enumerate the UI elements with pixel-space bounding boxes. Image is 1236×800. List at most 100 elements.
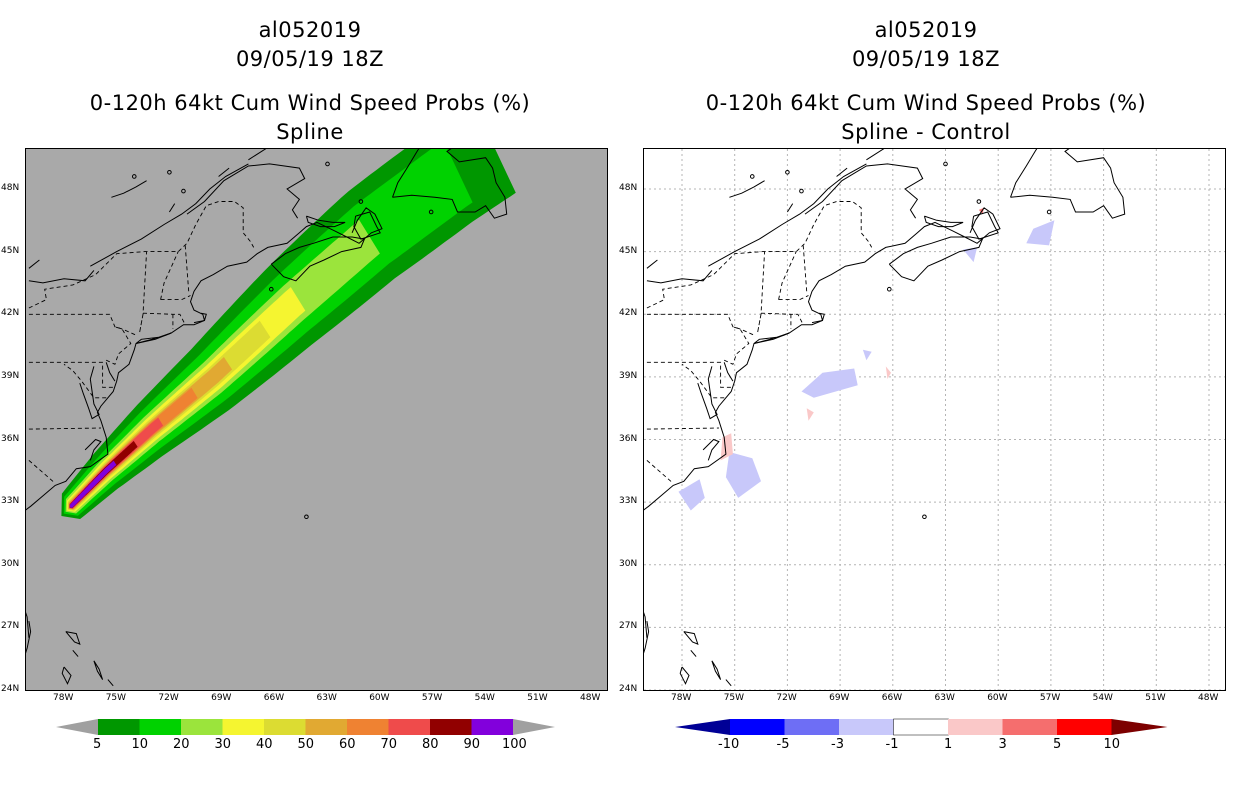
colorbar-high-arrow xyxy=(513,719,555,735)
colorbar-low-arrow xyxy=(675,719,730,735)
colorbar-swatch xyxy=(98,719,140,735)
lon-tick-label: 54W xyxy=(474,693,495,703)
colorbar-label: 50 xyxy=(297,737,315,752)
colorbar-swatch xyxy=(839,719,894,735)
lon-tick-label: 63W xyxy=(934,693,955,703)
colorbar-swatch xyxy=(430,719,472,735)
st-lawrence-river xyxy=(90,163,249,267)
colorbar-label: 90 xyxy=(463,737,481,752)
map-outlines xyxy=(26,149,508,687)
swath-level-90 xyxy=(69,460,117,508)
lat-tick-label: 42N xyxy=(619,308,638,319)
diff-blob xyxy=(806,408,814,421)
st-lawrence-river xyxy=(708,163,867,267)
lat-tick-label: 27N xyxy=(1,621,20,632)
lat-tick-label: 48N xyxy=(619,183,638,193)
colorbar-label: -1 xyxy=(885,737,899,752)
lat-tick-label: 45N xyxy=(1,245,20,256)
right-title-product: 0-120h 64kt Cum Wind Speed Probs (%) xyxy=(705,91,1147,115)
colorbar-swatch xyxy=(893,718,949,736)
colorbar-label: 10 xyxy=(1103,737,1121,752)
colorbar-swatch xyxy=(1057,719,1112,735)
colorbar-high-arrow xyxy=(1111,719,1168,735)
colorbar-label: 5 xyxy=(93,737,102,752)
diff-blob xyxy=(720,433,733,461)
lat-tick-label: 36N xyxy=(619,433,638,444)
left-title-storm: al052019 xyxy=(258,18,362,42)
lon-tick-label: 48W xyxy=(580,693,601,703)
colorbar-label: -3 xyxy=(831,737,844,752)
lon-tick-label: 66W xyxy=(263,693,285,703)
right-map-panel xyxy=(643,148,1226,691)
diff-blob xyxy=(963,247,978,263)
lon-tick-label: 66W xyxy=(881,693,903,703)
right-colorbar-swatches xyxy=(675,718,1168,736)
left-title-date: 09/05/19 18Z xyxy=(235,47,385,71)
right-map-background xyxy=(644,149,1225,690)
lat-tick-label: 48N xyxy=(1,183,20,193)
lat-tick-label: 45N xyxy=(619,245,638,256)
diff-blob xyxy=(678,479,705,511)
lon-tick-label: 57W xyxy=(421,693,443,703)
left-title: al052019 09/05/19 18Z 0-120h 64kt Cum Wi… xyxy=(60,16,560,147)
colorbar-label: 20 xyxy=(173,737,190,752)
right-colorbar: -10 -5 -3 -1 1 3 5 10 xyxy=(675,718,1175,758)
diff-blob xyxy=(725,452,761,498)
colorbar-label: -5 xyxy=(776,737,790,752)
map-borders xyxy=(646,201,873,484)
left-colorbar: 5 10 20 30 40 50 60 70 80 90 100 xyxy=(56,718,556,758)
lat-tick-label: 39N xyxy=(619,370,638,381)
colorbar-swatch xyxy=(948,719,1003,735)
lon-tick-label: 78W xyxy=(53,693,74,703)
lon-tick-label: 78W xyxy=(671,693,692,703)
right-title-storm: al052019 xyxy=(874,18,978,42)
colorbar-swatch xyxy=(264,719,306,735)
lat-tick-label: 33N xyxy=(1,496,20,507)
lat-tick-label: 42N xyxy=(1,308,20,319)
lon-tick-label: 72W xyxy=(776,693,797,703)
diff-blob xyxy=(862,349,872,361)
colorbar-label: 100 xyxy=(502,737,527,752)
left-title-product: 0-120h 64kt Cum Wind Speed Probs (%) xyxy=(89,91,531,115)
lon-tick-label: 69W xyxy=(829,693,850,703)
colorbar-label: 5 xyxy=(1053,737,1062,752)
colorbar-swatch xyxy=(388,719,431,735)
small-islands xyxy=(131,161,434,520)
lat-tick-label: 30N xyxy=(619,558,638,569)
lon-tick-label: 60W xyxy=(987,693,1008,703)
lon-tick-label: 69W xyxy=(211,693,232,703)
lon-tick-label: 63W xyxy=(316,693,337,703)
lon-tick-label: 75W xyxy=(105,693,127,703)
colorbar-swatch xyxy=(347,719,389,735)
lon-tick-label: 51W xyxy=(527,693,548,703)
lon-tick-label: 48W xyxy=(1198,693,1219,703)
diff-blob xyxy=(801,368,858,398)
lon-tick-label: 72W xyxy=(158,693,179,703)
left-title-subtitle: Spline xyxy=(276,120,344,144)
small-islands xyxy=(749,161,1052,520)
difference-blobs xyxy=(678,207,1055,511)
lat-tick-label: 33N xyxy=(619,496,638,507)
colorbar-low-arrow xyxy=(56,719,98,735)
left-map-canvas xyxy=(26,149,607,690)
colorbar-label: 1 xyxy=(944,737,953,752)
map-borders xyxy=(28,201,255,484)
lon-tick-label: 51W xyxy=(1145,693,1166,703)
right-map-canvas xyxy=(644,149,1225,690)
colorbar-label: 70 xyxy=(380,737,398,752)
right-title: al052019 09/05/19 18Z 0-120h 64kt Cum Wi… xyxy=(676,16,1176,147)
colorbar-swatch xyxy=(181,719,223,735)
lat-tick-label: 24N xyxy=(1,684,20,694)
left-colorbar-swatches xyxy=(56,719,555,735)
lat-tick-label: 27N xyxy=(619,621,638,632)
lon-tick-label: 60W xyxy=(369,693,390,703)
colorbar-swatch xyxy=(784,719,840,735)
colorbar-label: 80 xyxy=(422,737,439,752)
diff-blob xyxy=(885,366,891,379)
lat-tick-label: 30N xyxy=(1,558,20,569)
lon-tick-label: 54W xyxy=(1092,693,1113,703)
left-map-panel xyxy=(25,148,608,691)
lat-tick-label: 36N xyxy=(1,433,20,444)
colorbar-label: 40 xyxy=(256,737,273,752)
colorbar-label: 10 xyxy=(131,737,149,752)
